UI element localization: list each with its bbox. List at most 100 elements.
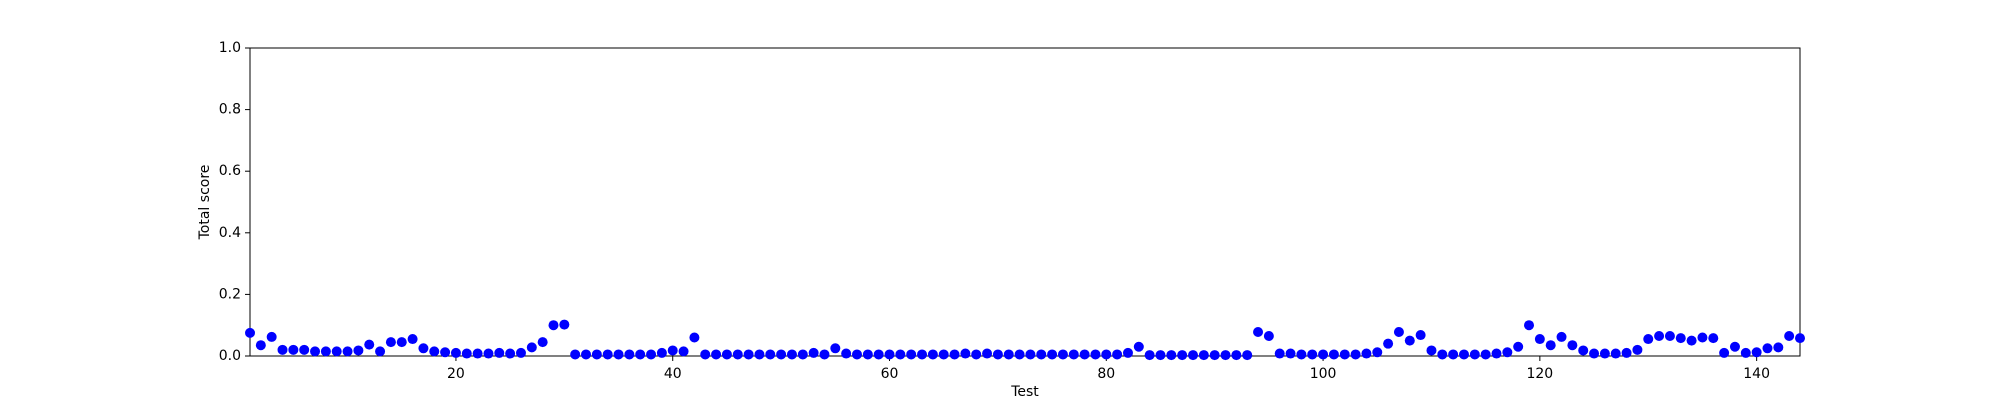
point — [917, 349, 928, 360]
point — [1491, 348, 1502, 359]
point — [1578, 345, 1589, 356]
point — [624, 349, 635, 360]
point — [1567, 340, 1578, 351]
point — [1545, 340, 1556, 351]
point — [1285, 348, 1296, 359]
point — [537, 337, 548, 348]
point — [830, 343, 841, 354]
point — [310, 346, 321, 357]
point — [1654, 330, 1665, 341]
point — [548, 320, 559, 331]
point — [1328, 349, 1339, 360]
point — [1751, 347, 1762, 358]
point — [1393, 326, 1404, 337]
point — [971, 349, 982, 360]
point — [1610, 348, 1621, 359]
point — [1480, 349, 1491, 360]
point — [515, 347, 526, 358]
point — [1296, 349, 1307, 360]
point — [841, 348, 852, 359]
point — [1144, 350, 1155, 361]
point — [505, 348, 516, 359]
point — [1155, 350, 1166, 361]
point — [711, 349, 722, 360]
point — [1025, 349, 1036, 360]
y-tick-label: 0.0 — [219, 348, 241, 364]
point — [1643, 334, 1654, 345]
y-axis-label: Total score — [197, 165, 213, 241]
point — [1448, 349, 1459, 360]
point — [1068, 349, 1079, 360]
point — [320, 346, 331, 357]
point — [1350, 349, 1361, 360]
point — [851, 349, 862, 360]
point — [635, 349, 646, 360]
point — [949, 349, 960, 360]
point — [700, 349, 711, 360]
point — [591, 349, 602, 360]
point — [1675, 333, 1686, 344]
point — [331, 346, 342, 357]
point — [1524, 320, 1535, 331]
point — [1112, 349, 1123, 360]
point — [602, 349, 613, 360]
point — [960, 348, 971, 359]
point — [646, 349, 657, 360]
point — [1014, 349, 1025, 360]
point — [1469, 349, 1480, 360]
point — [1426, 345, 1437, 356]
point — [1708, 333, 1719, 344]
point — [1632, 344, 1643, 355]
point — [1339, 349, 1350, 360]
point — [429, 346, 440, 357]
point — [1177, 350, 1188, 361]
point — [1361, 348, 1372, 359]
point — [1253, 326, 1264, 337]
point — [765, 349, 776, 360]
point — [472, 348, 483, 359]
point — [1664, 330, 1675, 341]
point — [656, 347, 667, 358]
point — [1534, 334, 1545, 345]
point — [1057, 349, 1068, 360]
y-tick-label: 0.8 — [219, 102, 241, 118]
point — [938, 349, 949, 360]
point — [1729, 341, 1740, 352]
point — [1318, 349, 1329, 360]
point — [266, 331, 277, 342]
point — [1047, 349, 1058, 360]
point — [1231, 350, 1242, 361]
point — [1697, 332, 1708, 343]
point — [819, 349, 830, 360]
point — [808, 347, 819, 358]
point — [461, 348, 472, 359]
point — [353, 345, 364, 356]
point — [1242, 350, 1253, 361]
point — [1415, 330, 1426, 341]
point — [1372, 347, 1383, 358]
point — [299, 344, 310, 355]
y-tick-label: 0.6 — [219, 163, 241, 179]
point — [1740, 347, 1751, 358]
point — [797, 349, 808, 360]
point — [862, 349, 873, 360]
point — [559, 319, 570, 330]
x-tick-label: 20 — [447, 366, 465, 382]
point — [1263, 330, 1274, 341]
point — [754, 349, 765, 360]
point — [1198, 350, 1209, 361]
point — [245, 327, 255, 338]
x-tick-label: 80 — [1097, 366, 1115, 382]
point — [982, 348, 993, 359]
point — [570, 349, 581, 360]
point — [1795, 333, 1805, 344]
point — [1188, 350, 1199, 361]
point — [1220, 350, 1231, 361]
plot-frame — [249, 47, 1801, 357]
point — [1589, 348, 1600, 359]
point — [667, 345, 678, 356]
point — [1209, 350, 1220, 361]
point — [992, 349, 1003, 360]
point — [1166, 350, 1177, 361]
